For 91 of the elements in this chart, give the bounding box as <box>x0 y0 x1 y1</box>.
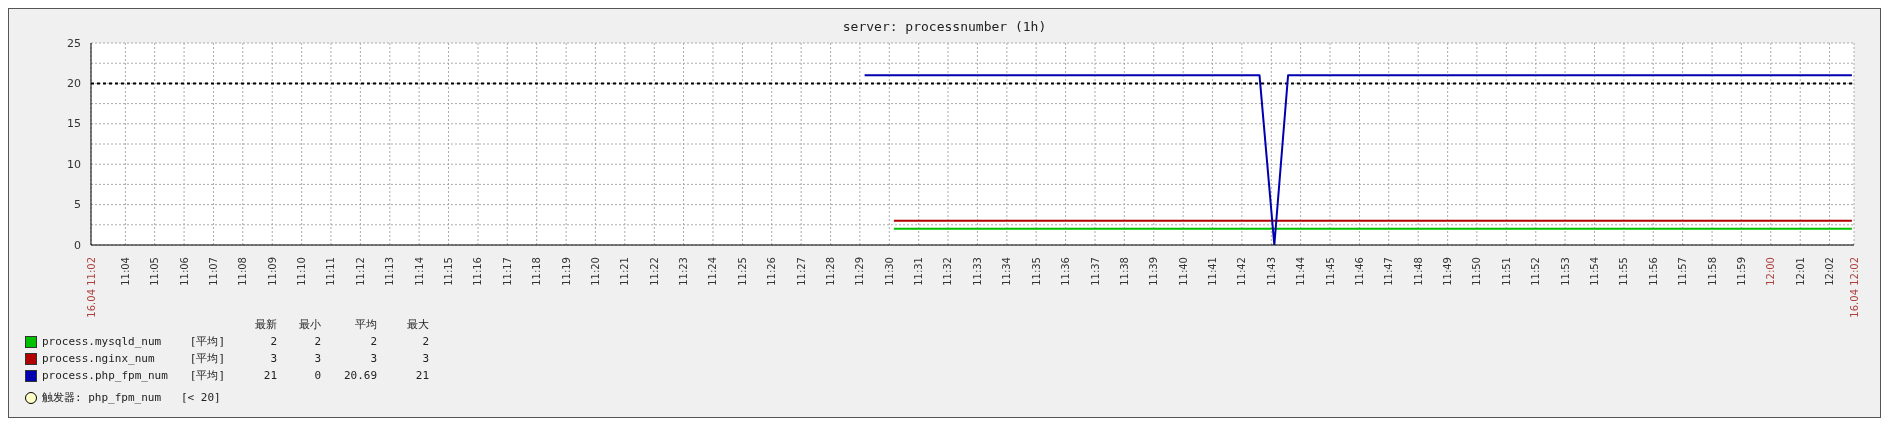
x-tick-label: 11:19 <box>560 257 572 286</box>
x-tick-label: 12:02 <box>1823 257 1835 286</box>
x-tick-label: 11:37 <box>1089 257 1101 286</box>
y-tick-label: 0 <box>74 238 81 252</box>
x-tick-label: 11:21 <box>619 257 631 286</box>
x-tick-label: 11:09 <box>266 257 278 286</box>
text: [平均] <box>189 368 226 383</box>
text: 3 <box>369 352 378 365</box>
x-tick-label: 11:57 <box>1677 257 1689 286</box>
x-tick-label: 11:51 <box>1500 257 1512 286</box>
x-tick-label: 11:49 <box>1442 257 1454 286</box>
x-tick-label: 11:32 <box>942 257 954 286</box>
x-tick-label: 11:27 <box>795 257 807 286</box>
text: 0 <box>313 369 322 382</box>
text: 最小 <box>298 317 322 332</box>
x-tick-label: 11:46 <box>1353 257 1365 286</box>
x-tick-label: 11:34 <box>1001 257 1013 286</box>
x-tick-label: 11:08 <box>237 257 249 286</box>
text: 3 <box>313 352 322 365</box>
x-tick-label: 11:35 <box>1030 257 1042 286</box>
x-tick-label: 11:24 <box>707 257 719 286</box>
text: 21 <box>414 369 430 382</box>
x-tick-label: 11:04 <box>119 257 131 286</box>
legend-label: process.mysqld_num <box>42 335 162 348</box>
x-tick-label: 11:25 <box>736 257 748 286</box>
x-tick-label: 11:12 <box>354 257 366 286</box>
text: [平均] <box>189 334 226 349</box>
x-tick-label: 11:11 <box>325 257 337 286</box>
text: 3 <box>269 352 278 365</box>
x-tick-label: 11:54 <box>1588 257 1600 286</box>
x-tick-label: 11:38 <box>1118 257 1130 286</box>
x-tick-label: 16.04 12:02 <box>1848 257 1860 318</box>
x-tick-label: 11:53 <box>1559 257 1571 286</box>
text: 最大 <box>406 317 430 332</box>
x-tick-label: 12:00 <box>1765 257 1777 286</box>
text: 2 <box>421 335 430 348</box>
x-tick-label: 11:44 <box>1295 257 1307 286</box>
x-tick-label: 11:41 <box>1206 257 1218 286</box>
x-tick-label: 11:16 <box>472 257 484 286</box>
x-tick-label: 11:30 <box>883 257 895 286</box>
x-tick-label: 11:43 <box>1265 257 1277 286</box>
x-tick-label: 11:29 <box>854 257 866 286</box>
x-tick-label: 11:59 <box>1735 257 1747 286</box>
y-tick-label: 20 <box>67 76 81 90</box>
text: 21 <box>262 369 278 382</box>
x-tick-label: 11:10 <box>296 257 308 286</box>
x-tick-label: 11:18 <box>531 257 543 286</box>
x-tick-label: 11:22 <box>648 257 660 286</box>
text: 2 <box>269 335 278 348</box>
x-tick-label: 11:33 <box>971 257 983 286</box>
chart-title: server: processnumber (1h) <box>841 19 1048 34</box>
x-tick-label: 11:45 <box>1324 257 1336 286</box>
x-tick-label: 12:01 <box>1794 257 1806 286</box>
legend-label: process.nginx_num <box>42 352 155 365</box>
x-tick-label: 11:48 <box>1412 257 1424 286</box>
x-tick-label: 11:56 <box>1647 257 1659 286</box>
x-tick-label: 11:07 <box>208 257 220 286</box>
x-tick-label: 11:14 <box>413 257 425 286</box>
x-tick-label: 11:31 <box>913 257 925 286</box>
x-tick-label: 11:15 <box>443 257 455 286</box>
y-tick-label: 10 <box>67 157 81 171</box>
x-tick-label: 11:05 <box>149 257 161 286</box>
x-tick-label: 11:40 <box>1177 257 1189 286</box>
text: 平均 <box>354 317 378 332</box>
text: 最新 <box>254 317 278 332</box>
text: [平均] <box>189 351 226 366</box>
x-tick-label: 11:28 <box>825 257 837 286</box>
x-tick-label: 11:50 <box>1471 257 1483 286</box>
text: 20.69 <box>342 369 378 382</box>
x-tick-label: 16.04 11:02 <box>85 257 97 318</box>
x-tick-label: 11:06 <box>178 257 190 286</box>
legend-label: process.php_fpm_num <box>42 369 168 382</box>
text: 2 <box>369 335 378 348</box>
y-tick-label: 5 <box>74 198 81 212</box>
x-tick-label: 11:58 <box>1706 257 1718 286</box>
y-tick-label: 25 <box>67 36 81 50</box>
x-tick-label: 11:17 <box>501 257 513 286</box>
x-tick-label: 11:39 <box>1148 257 1160 286</box>
x-tick-label: 11:26 <box>766 257 778 286</box>
x-tick-label: 11:47 <box>1383 257 1395 286</box>
x-tick-label: 11:13 <box>384 257 396 286</box>
x-tick-label: 11:36 <box>1060 257 1072 286</box>
text: 2 <box>313 335 322 348</box>
x-tick-label: 11:42 <box>1236 257 1248 286</box>
legend-label: 触发器: php_fpm_num [< 20] <box>42 390 221 405</box>
x-tick-label: 11:55 <box>1618 257 1630 286</box>
y-tick-label: 15 <box>67 117 81 131</box>
x-tick-label: 11:20 <box>589 257 601 286</box>
x-tick-label: 11:52 <box>1530 257 1542 286</box>
text: 3 <box>421 352 430 365</box>
x-tick-label: 11:23 <box>678 257 690 286</box>
